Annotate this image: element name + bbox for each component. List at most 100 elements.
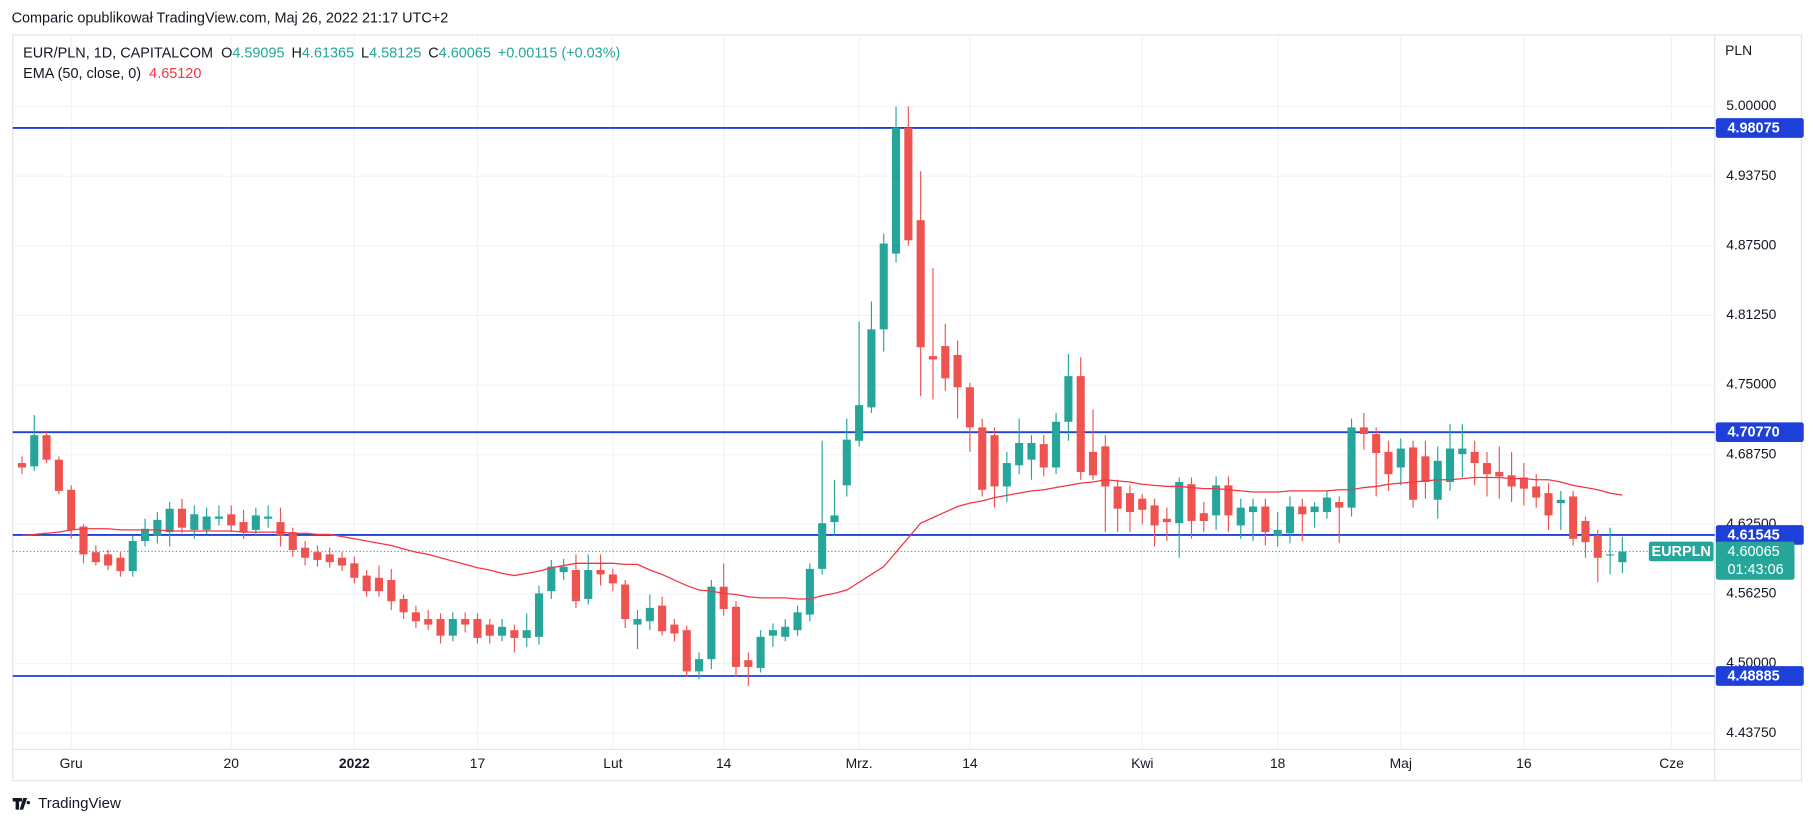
x-tick-label: 18 [1270, 755, 1286, 771]
candle-body [818, 523, 827, 569]
y-tick-label: 4.81250 [1726, 306, 1776, 322]
candle-body [953, 354, 962, 388]
ohlc-value: 4.61365 [302, 45, 354, 61]
candle-body [399, 598, 408, 613]
x-tick-label: 2022 [339, 755, 370, 771]
candle-body [1409, 447, 1418, 500]
candle-body [990, 435, 999, 487]
price-label: 4.60065 [1727, 544, 1779, 560]
candle-body [325, 554, 334, 563]
candle-body [916, 220, 925, 348]
candle-body [928, 356, 938, 360]
candle-body [867, 329, 876, 408]
grid [12, 34, 1715, 750]
legend-ema: EMA (50, close, 0) 4.65120 [23, 66, 201, 82]
y-tick-label: 4.75000 [1726, 376, 1776, 392]
currency: PLN [1725, 42, 1752, 58]
candle-body [1064, 376, 1073, 422]
footer[interactable]: TradingView [12, 795, 121, 812]
x-tick-label: Maj [1390, 755, 1412, 771]
candle-body [1039, 444, 1048, 468]
candle-body [30, 435, 39, 467]
symbol-label: EURPLN [1652, 544, 1711, 560]
candle-body [1261, 506, 1270, 533]
candle-body [1236, 507, 1245, 526]
x-tick-label: 17 [470, 755, 486, 771]
ohlc-value: 4.58125 [369, 45, 421, 61]
price-labels: 4.98075 4.70770 4.61545 4.48885 EURPLN 4.6006… [1648, 118, 1804, 686]
ema-value: 4.65120 [149, 66, 201, 82]
y-tick-label: 4.43750 [1726, 724, 1776, 740]
candle-body [1347, 427, 1356, 508]
level-label: 4.61545 [1727, 527, 1779, 543]
candle-body [547, 566, 556, 592]
candle-body [1593, 535, 1602, 558]
level-label-box [1715, 118, 1804, 138]
candle-body [1581, 520, 1590, 543]
candle-body [1359, 427, 1368, 435]
candle-body [510, 630, 519, 638]
candle-body [781, 626, 790, 637]
x-tick-label: Cze [1659, 755, 1684, 771]
candle-body [251, 515, 260, 530]
x-tick-label: 16 [1516, 755, 1532, 771]
ohlc-letter: O [221, 45, 232, 61]
ema-name: EMA (50, close, 0) [23, 66, 141, 82]
x-tick-label: Mrz. [846, 755, 873, 771]
candle-body [1384, 451, 1393, 475]
candle-body [1113, 486, 1122, 509]
candle-body [42, 435, 51, 460]
candle-body [1101, 446, 1110, 487]
candle-body [658, 605, 667, 632]
frame [12, 34, 1803, 782]
candle-body [313, 552, 322, 560]
overlay [12, 476, 1715, 600]
candle-body [1187, 484, 1196, 521]
candle-body [1027, 442, 1036, 460]
y-tick-label: 4.68750 [1726, 445, 1776, 461]
candle-body [793, 612, 802, 631]
candle-body [978, 427, 987, 490]
candle-body [54, 459, 63, 491]
candles [17, 106, 1627, 686]
candle-body [448, 619, 457, 636]
candle-body [1162, 518, 1171, 523]
brand: TradingView [38, 795, 121, 812]
candle-body [1470, 451, 1479, 464]
candle-body [571, 569, 580, 602]
candle-body [1396, 448, 1405, 468]
level-label-box [1715, 422, 1804, 443]
ema-line [21, 476, 1623, 600]
candle-body [768, 630, 777, 636]
candle-body [498, 626, 507, 636]
candle-body [584, 569, 593, 599]
candle-body [855, 405, 864, 441]
legend-ohlc: EUR/PLN, 1D, CAPITALCOM O4.59095 H4.61365 L… [23, 45, 620, 61]
candle-body [1532, 486, 1541, 498]
candle-body [1507, 475, 1516, 487]
candle-body [288, 532, 297, 550]
candle-body [1249, 506, 1258, 513]
level-label-box [1715, 666, 1804, 686]
ohlc-letter: L [361, 45, 369, 61]
candle-body [1199, 513, 1208, 521]
candle-body [1495, 471, 1504, 477]
candle-body [695, 659, 704, 672]
candle-body [1052, 421, 1061, 468]
candle-body [239, 522, 248, 533]
candle-body [177, 508, 187, 528]
candle-body [941, 346, 950, 379]
candle-body [1372, 434, 1381, 454]
candle-body [165, 508, 174, 533]
level-label: 4.70770 [1727, 425, 1779, 441]
candle-body [301, 547, 310, 558]
y-tick-label: 4.56250 [1726, 585, 1776, 601]
x-tick-label: 20 [224, 755, 240, 771]
level-label: 4.98075 [1727, 120, 1779, 136]
candle-body [436, 619, 445, 636]
candle-body [190, 514, 199, 530]
candle-body [1285, 506, 1295, 534]
candle-body [17, 463, 26, 468]
